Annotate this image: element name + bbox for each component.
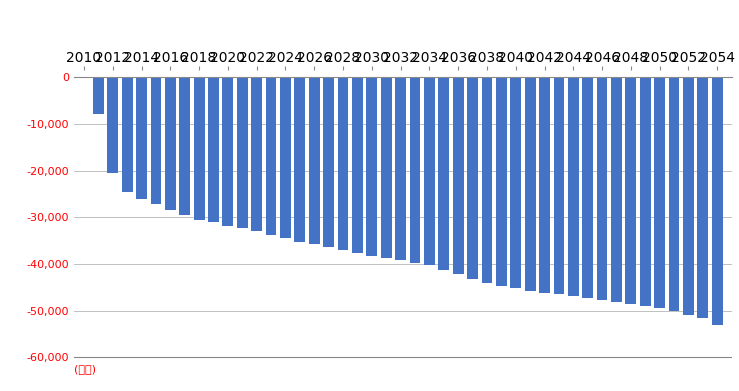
- Bar: [222, 77, 234, 226]
- Bar: [640, 77, 650, 306]
- Bar: [381, 77, 392, 258]
- Bar: [467, 77, 478, 279]
- Bar: [496, 77, 507, 286]
- Bar: [237, 77, 248, 228]
- Bar: [539, 77, 550, 292]
- Bar: [194, 77, 205, 220]
- Bar: [107, 77, 118, 173]
- Bar: [93, 77, 103, 114]
- Bar: [294, 77, 305, 242]
- Bar: [180, 77, 190, 215]
- Bar: [208, 77, 219, 222]
- Bar: [525, 77, 536, 291]
- Bar: [280, 77, 291, 239]
- Bar: [654, 77, 665, 308]
- Bar: [482, 77, 492, 283]
- Bar: [122, 77, 132, 192]
- Bar: [611, 77, 622, 302]
- Bar: [511, 77, 521, 289]
- Bar: [712, 77, 723, 325]
- Bar: [554, 77, 565, 294]
- Bar: [683, 77, 694, 314]
- Bar: [596, 77, 607, 300]
- Bar: [338, 77, 348, 250]
- Bar: [669, 77, 679, 311]
- Bar: [625, 77, 636, 304]
- Bar: [409, 77, 420, 263]
- Bar: [309, 77, 320, 244]
- Bar: [136, 77, 147, 199]
- Bar: [266, 77, 276, 235]
- Bar: [251, 77, 262, 231]
- Text: (억원): (억원): [74, 364, 96, 374]
- Bar: [395, 77, 406, 260]
- Bar: [323, 77, 334, 247]
- Bar: [424, 77, 435, 265]
- Bar: [352, 77, 363, 253]
- Bar: [453, 77, 463, 274]
- Bar: [568, 77, 579, 296]
- Bar: [165, 77, 176, 210]
- Bar: [78, 77, 89, 78]
- Bar: [698, 77, 708, 318]
- Bar: [438, 77, 449, 270]
- Bar: [367, 77, 377, 256]
- Bar: [151, 77, 161, 204]
- Bar: [582, 77, 593, 298]
